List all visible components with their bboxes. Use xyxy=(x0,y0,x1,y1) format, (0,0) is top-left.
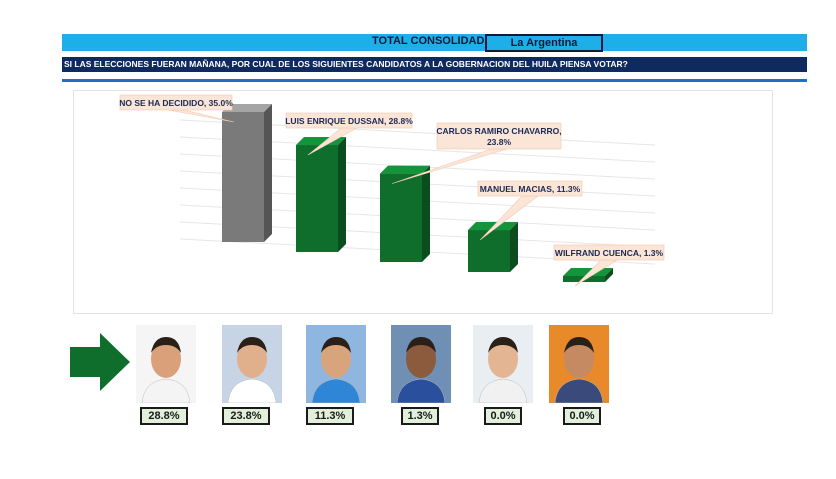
title-bar: TOTAL CONSOLIDADO La Argentina xyxy=(62,34,807,52)
bar-top xyxy=(222,104,272,112)
candidate-percentage: 1.3% xyxy=(401,407,439,425)
callout-box xyxy=(477,180,583,197)
candidate-photo-icon xyxy=(473,325,533,404)
bar xyxy=(468,230,510,272)
data-label: 23.8% xyxy=(487,137,512,147)
arrow-right-icon xyxy=(70,333,130,391)
candidate-percentage: 11.3% xyxy=(306,407,354,425)
data-label: WILFRAND CUENCA, 1.3% xyxy=(555,248,664,258)
callout-box xyxy=(553,244,665,261)
data-label: MANUEL MACIAS, 11.3% xyxy=(480,184,581,194)
callout-box xyxy=(436,122,562,150)
candidate-percentage: 0.0% xyxy=(484,407,522,425)
candidate-percentage: 0.0% xyxy=(563,407,601,425)
bar xyxy=(222,112,264,242)
candidate-photo-icon xyxy=(136,325,196,404)
report-title: TOTAL CONSOLIDADO xyxy=(372,35,493,47)
divider xyxy=(62,79,807,82)
candidate-photo-icon xyxy=(391,325,451,404)
candidate-photo-icon xyxy=(306,325,366,404)
bar-side xyxy=(338,137,346,252)
location-box: La Argentina xyxy=(485,34,603,52)
candidate-photo xyxy=(549,325,609,404)
callout-box xyxy=(285,112,413,129)
data-label: CARLOS RAMIRO CHAVARRO, xyxy=(436,126,561,136)
bar-top xyxy=(380,165,430,174)
candidate-photo-icon xyxy=(549,325,609,404)
candidate-percentage: 23.8% xyxy=(222,407,270,425)
candidate-percentage: 28.8% xyxy=(140,407,188,425)
bar xyxy=(296,145,338,252)
callout-box xyxy=(119,94,233,111)
candidate-photo xyxy=(473,325,533,404)
candidate-photo xyxy=(136,325,196,404)
bar-side xyxy=(422,165,430,262)
bar xyxy=(380,173,422,262)
bar-side xyxy=(605,268,613,282)
candidate-photo xyxy=(391,325,451,404)
bar-side xyxy=(510,222,518,272)
survey-question: SI LAS ELECCIONES FUERAN MAÑANA, POR CUA… xyxy=(62,57,807,72)
chart-frame xyxy=(73,90,773,314)
data-label: LUIS ENRIQUE DUSSAN, 28.8% xyxy=(285,116,413,126)
candidate-photo xyxy=(306,325,366,404)
bar-side xyxy=(264,104,272,242)
candidate-photo-icon xyxy=(222,325,282,404)
candidate-photo xyxy=(222,325,282,404)
data-label: NO SE HA DECIDIDO, 35.0% xyxy=(119,98,233,108)
